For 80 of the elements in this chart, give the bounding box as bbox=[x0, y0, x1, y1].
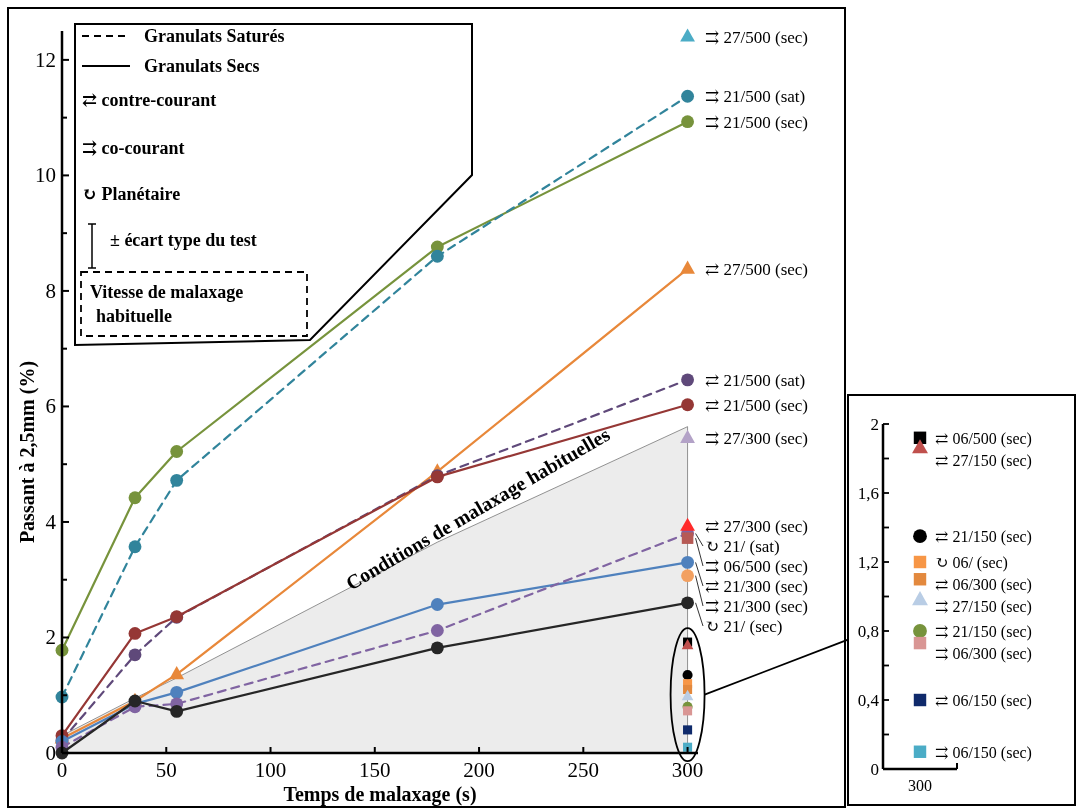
y-tick-label: 1,6 bbox=[857, 484, 879, 503]
point bbox=[128, 648, 142, 662]
point bbox=[681, 373, 695, 387]
point bbox=[430, 641, 444, 655]
y-tick-label: 2 bbox=[870, 415, 879, 434]
point bbox=[128, 491, 142, 505]
point bbox=[170, 685, 184, 699]
point bbox=[170, 473, 184, 487]
series-label: ⇄ 21/300 (sec) bbox=[705, 577, 808, 596]
y-tick-label: 6 bbox=[45, 394, 56, 419]
series-label: ⇉ 27/300 (sec) bbox=[705, 429, 808, 449]
point bbox=[681, 689, 694, 701]
point bbox=[128, 540, 142, 554]
point bbox=[680, 260, 695, 274]
series-label: ⇄ 27/300 (sec) bbox=[705, 517, 808, 536]
series-label: ⇄ 21/150 (sec) bbox=[935, 528, 1032, 547]
series-label: ⇉ 06/500 (sec) bbox=[705, 557, 808, 576]
point bbox=[680, 429, 695, 444]
series-label: ⇉ 27/150 (sec) bbox=[935, 598, 1032, 616]
annotation: Granulats Secs bbox=[144, 56, 260, 76]
y-tick-label: 0,8 bbox=[857, 622, 879, 641]
series-label: ⇄ 06/300 (sec) bbox=[935, 576, 1032, 594]
point bbox=[683, 725, 693, 735]
point bbox=[128, 627, 142, 640]
point bbox=[170, 445, 184, 458]
series-label: ⇉ 06/300 (sec) bbox=[935, 645, 1032, 663]
point bbox=[681, 569, 695, 583]
series-label: ↻ 21/ (sec) bbox=[705, 617, 783, 636]
point bbox=[681, 115, 695, 129]
point bbox=[170, 704, 184, 718]
series-label: ⇉ 06/150 (sec) bbox=[935, 743, 1032, 762]
y-axis-title: Passant à 2,5mm (%) bbox=[16, 360, 39, 544]
series-label: ⇉ 21/150 (sec) bbox=[935, 623, 1032, 641]
y-tick-label: 0,4 bbox=[857, 691, 880, 710]
x-tick-label: 200 bbox=[463, 758, 495, 782]
series-label: ⇉ 21/500 (sec) bbox=[705, 112, 808, 132]
x-tick-label: 150 bbox=[359, 758, 391, 782]
series-label: ↻ 21/ (sat) bbox=[705, 537, 780, 556]
point bbox=[681, 89, 695, 103]
x-tick-label: 300 bbox=[671, 758, 704, 782]
series-label: ⇄ 06/500 (sec) bbox=[935, 429, 1032, 448]
point bbox=[430, 249, 444, 263]
point bbox=[683, 706, 693, 716]
point bbox=[430, 624, 444, 637]
y-tick-label: 8 bbox=[45, 278, 56, 303]
x-axis-title: Temps de malaxage (s) bbox=[283, 783, 477, 806]
y-tick-label: 2 bbox=[45, 625, 56, 650]
series-label: ⇉ 21/500 (sat) bbox=[705, 87, 806, 107]
point bbox=[681, 596, 695, 610]
series-label: ⇄ 21/500 (sat) bbox=[705, 370, 806, 390]
y-tick-label: 0 bbox=[45, 741, 56, 765]
annotation: ↻ Planétaire bbox=[82, 184, 181, 204]
point bbox=[681, 555, 695, 569]
point bbox=[169, 666, 185, 680]
y-tick-label: 12 bbox=[35, 47, 56, 72]
point bbox=[682, 669, 693, 681]
series-label: ↻ 06/ (sec) bbox=[935, 554, 1008, 572]
series-label: ⇄ 27/150 (sec) bbox=[935, 451, 1032, 470]
y-tick-label: 4 bbox=[45, 509, 57, 534]
point bbox=[681, 398, 695, 412]
point bbox=[680, 28, 695, 42]
series-label: ⇄ 27/500 (sec) bbox=[705, 259, 808, 279]
point bbox=[681, 532, 694, 544]
annotation: ⇄ contre-courant bbox=[82, 90, 217, 110]
point bbox=[430, 598, 444, 611]
x-tick-label: 50 bbox=[155, 758, 177, 782]
x-tick-label: 250 bbox=[567, 758, 600, 782]
y-tick-label: 10 bbox=[35, 163, 56, 188]
annotation: Granulats Saturés bbox=[144, 26, 285, 46]
annotation: ⇉ co-courant bbox=[82, 138, 185, 158]
annotation: Vitesse de malaxage habituelle bbox=[90, 282, 244, 326]
series-label: ⇄ 21/500 (sec) bbox=[705, 395, 808, 415]
annotation: ± écart type du test bbox=[110, 230, 257, 250]
series-label: ⇄ 06/150 (sec) bbox=[935, 692, 1032, 710]
x-tick-label: 300 bbox=[908, 777, 932, 794]
x-tick-label: 100 bbox=[254, 758, 287, 782]
y-tick-label: 1,2 bbox=[857, 553, 879, 572]
series-label: ⇉ 27/500 (sec) bbox=[705, 27, 808, 47]
point bbox=[680, 517, 695, 531]
series-label: ⇉ 21/300 (sec) bbox=[705, 597, 808, 616]
